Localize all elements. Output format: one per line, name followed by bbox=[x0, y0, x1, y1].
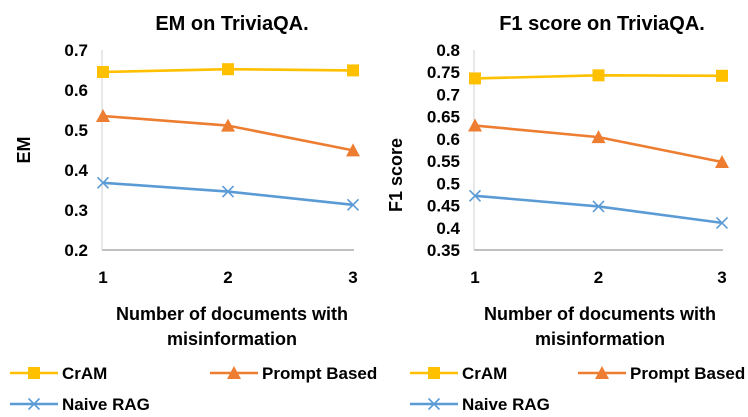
y-tick-label: 0.75 bbox=[427, 63, 460, 82]
x-axis-label-line2: misinformation bbox=[535, 329, 665, 349]
chart-title: F1 score on TriviaQA. bbox=[499, 13, 705, 35]
legend-label: Prompt Based bbox=[262, 364, 377, 383]
y-tick-label: 0.7 bbox=[64, 41, 88, 60]
x-tick-label: 3 bbox=[348, 268, 357, 287]
x-tick-label: 3 bbox=[717, 268, 726, 287]
chart-title: EM on TriviaQA. bbox=[155, 13, 308, 35]
y-tick-label: 0.2 bbox=[64, 241, 88, 260]
y-tick-label: 0.55 bbox=[427, 152, 460, 171]
y-tick-label: 0.65 bbox=[427, 108, 460, 127]
y-tick-label: 0.35 bbox=[427, 241, 460, 260]
legend-item: CrAM bbox=[10, 364, 107, 383]
data-point-square bbox=[592, 69, 605, 82]
legend-label: CrAM bbox=[462, 364, 507, 383]
chart-em: EM on TriviaQA. EM Number of documents w… bbox=[10, 13, 377, 414]
data-point-x bbox=[96, 176, 110, 189]
data-point-triangle bbox=[715, 155, 729, 168]
legend-item: CrAM bbox=[410, 364, 507, 383]
y-axis-label: EM bbox=[14, 137, 34, 164]
legend: CrAM Prompt Based Naive RAG bbox=[10, 364, 377, 414]
data-point-x bbox=[468, 189, 482, 202]
y-tick-label: 0.7 bbox=[436, 85, 460, 104]
y-tick-label: 0.4 bbox=[436, 219, 460, 238]
data-point-triangle bbox=[595, 366, 609, 379]
series-prompt-based bbox=[96, 109, 360, 157]
legend-label: Naive RAG bbox=[62, 395, 150, 414]
data-point-triangle bbox=[96, 109, 110, 122]
series-prompt-based bbox=[468, 118, 729, 168]
x-axis-label-line1: Number of documents with bbox=[116, 304, 348, 324]
y-axis-label: F1 score bbox=[386, 138, 406, 212]
chart-f1: F1 score on TriviaQA. F1 score Number of… bbox=[386, 13, 745, 414]
series-line bbox=[474, 194, 723, 225]
y-tick-label: 0.8 bbox=[436, 41, 460, 60]
data-point-x bbox=[27, 397, 41, 411]
series-naive-rag bbox=[468, 189, 729, 229]
x-tick-label: 1 bbox=[98, 268, 107, 287]
data-point-square bbox=[428, 367, 440, 379]
data-point-triangle bbox=[346, 143, 360, 157]
y-tick-label: 0.6 bbox=[436, 130, 460, 149]
data-point-square bbox=[222, 63, 234, 76]
y-tick-label: 0.5 bbox=[64, 121, 88, 140]
x-tick-label: 1 bbox=[470, 268, 479, 287]
y-tick-label: 0.5 bbox=[436, 174, 460, 193]
series-line bbox=[102, 181, 354, 207]
x-axis-label-line2: misinformation bbox=[167, 329, 297, 349]
data-point-x bbox=[427, 397, 441, 411]
data-point-square bbox=[97, 66, 109, 78]
data-point-x bbox=[592, 200, 605, 213]
y-tick-label: 0.4 bbox=[64, 161, 88, 180]
series-cram bbox=[97, 63, 359, 78]
data-point-x bbox=[346, 198, 360, 211]
legend-label: CrAM bbox=[62, 364, 107, 383]
legend-item: Naive RAG bbox=[410, 395, 550, 414]
legend-item: Prompt Based bbox=[578, 364, 745, 383]
data-point-triangle bbox=[227, 366, 241, 379]
x-tick-label: 2 bbox=[594, 268, 603, 287]
legend-label: Naive RAG bbox=[462, 395, 550, 414]
data-point-triangle bbox=[468, 118, 482, 132]
data-point-square bbox=[347, 64, 359, 77]
data-point-square bbox=[469, 72, 481, 85]
data-point-x bbox=[715, 216, 729, 229]
series-naive-rag bbox=[96, 176, 360, 211]
y-tick-label: 0.3 bbox=[64, 201, 88, 220]
legend-item: Naive RAG bbox=[10, 395, 150, 414]
legend-item: Prompt Based bbox=[210, 364, 377, 383]
data-point-square bbox=[716, 69, 728, 82]
data-point-triangle bbox=[591, 130, 606, 144]
data-point-square bbox=[28, 367, 40, 379]
legend: CrAM Prompt Based Naive RAG bbox=[410, 364, 745, 414]
data-point-x bbox=[221, 185, 235, 198]
x-tick-label: 2 bbox=[223, 268, 232, 287]
series-cram bbox=[469, 69, 728, 85]
legend-label: Prompt Based bbox=[630, 364, 745, 383]
y-tick-label: 0.45 bbox=[427, 197, 460, 216]
x-axis-label-line1: Number of documents with bbox=[484, 304, 716, 324]
data-point-triangle bbox=[221, 118, 235, 132]
y-tick-label: 0.6 bbox=[64, 81, 88, 100]
